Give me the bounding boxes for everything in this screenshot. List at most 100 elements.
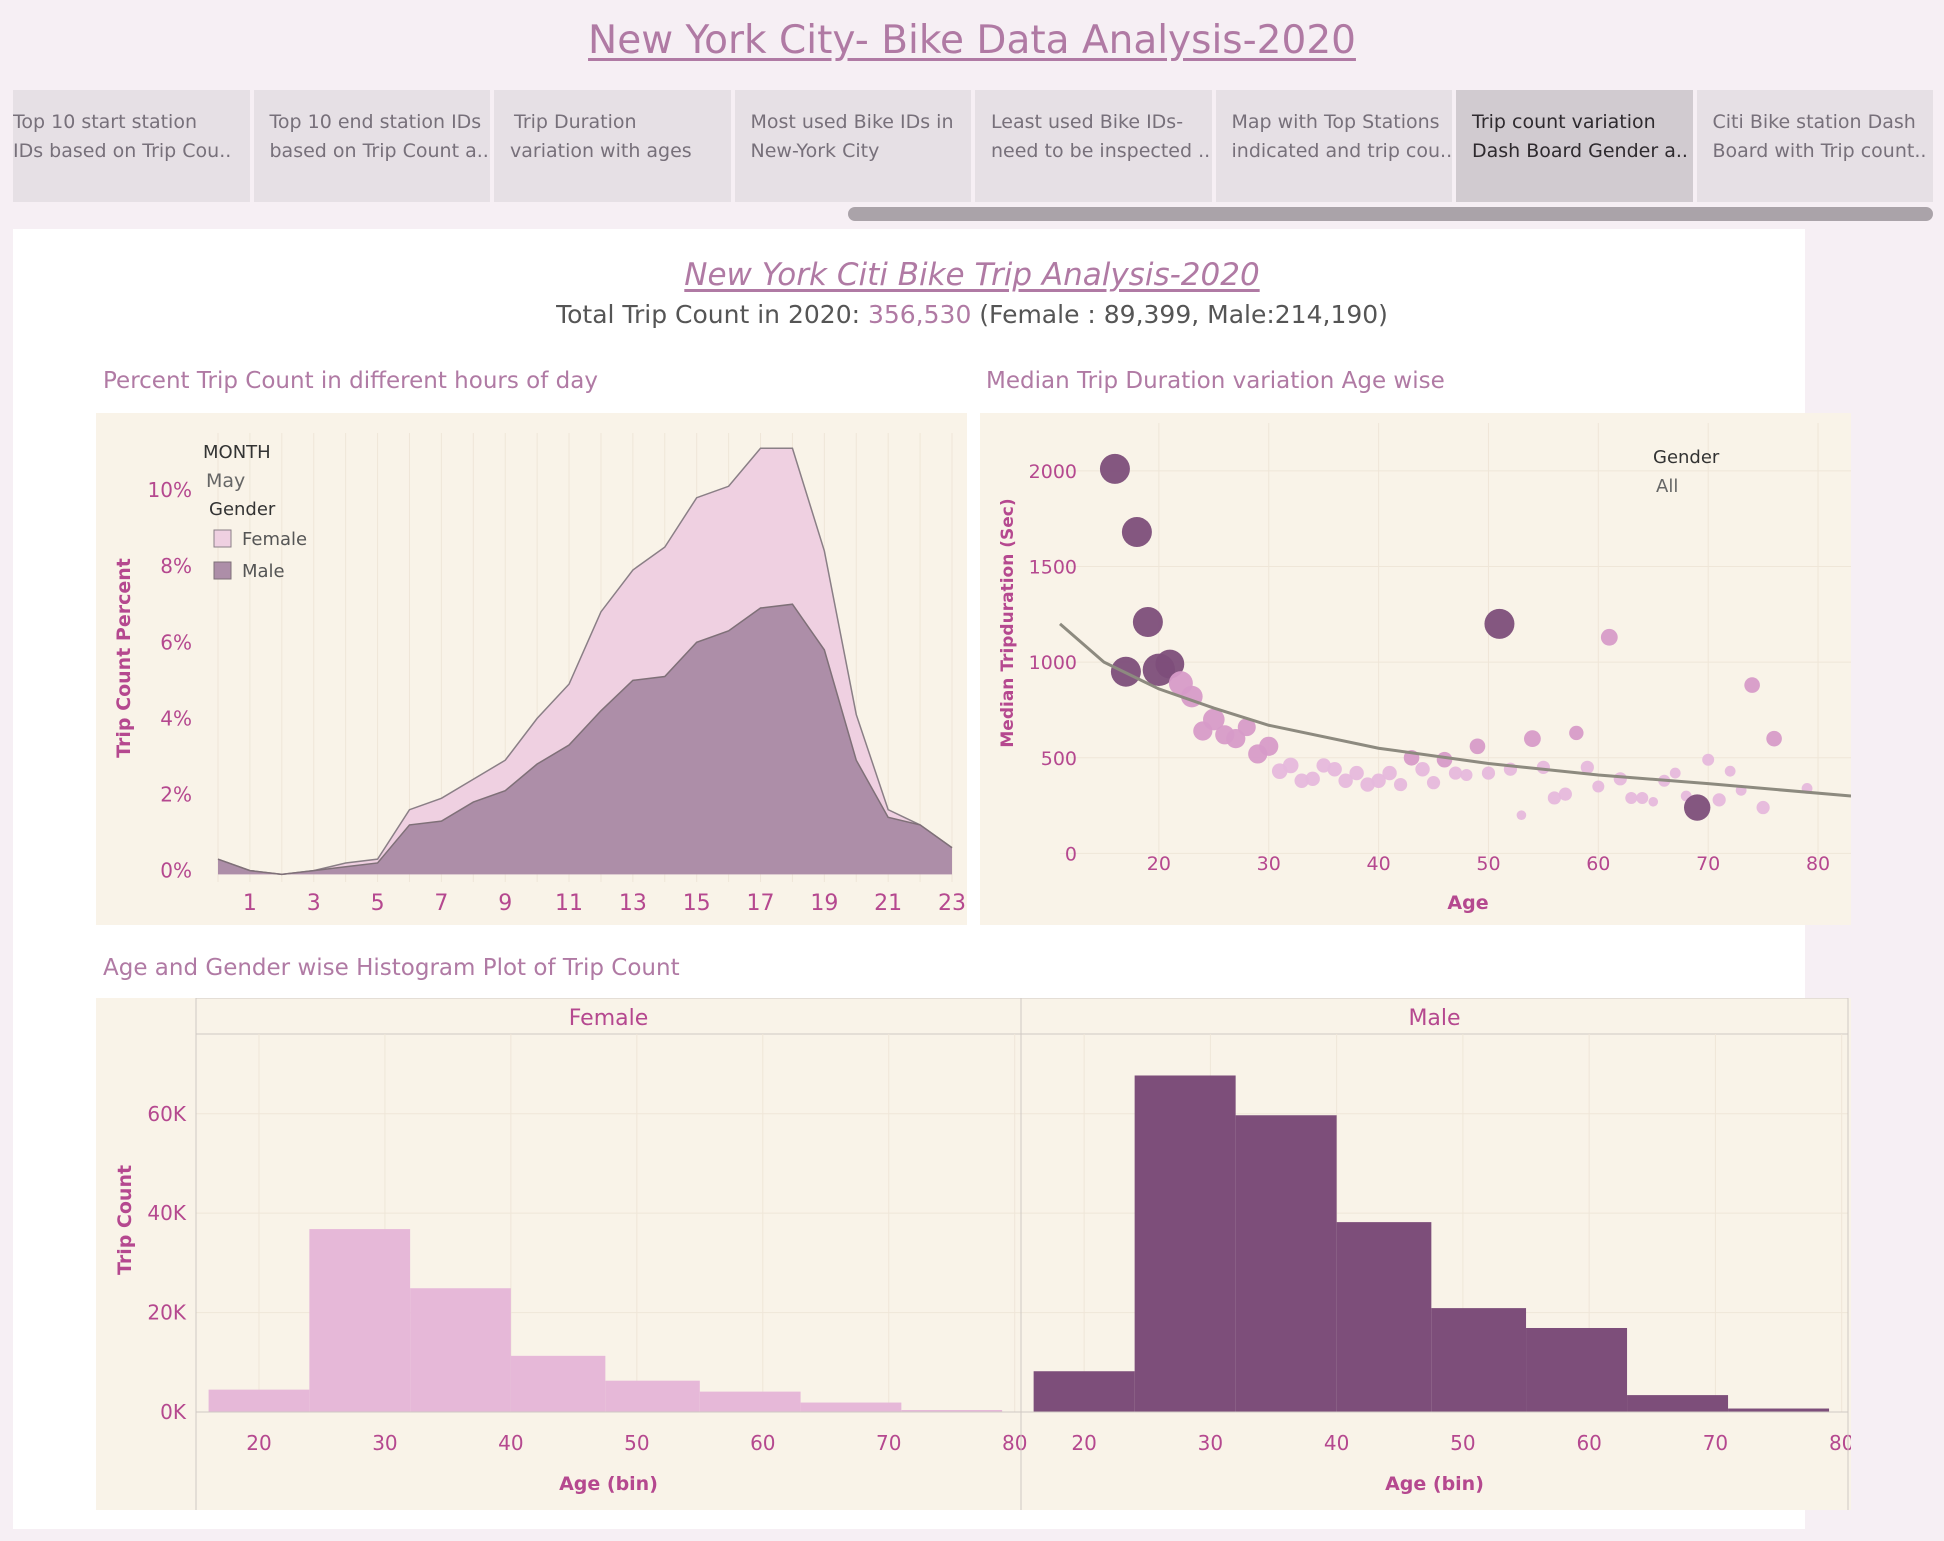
scatter-point <box>1294 773 1309 788</box>
histogram-bar <box>410 1288 511 1412</box>
x-tick-label: 19 <box>810 891 838 916</box>
y-tick-label: 2% <box>160 782 192 806</box>
y-tick-label: 500 <box>1041 748 1077 770</box>
scatter-point <box>1569 725 1584 741</box>
scatter-point <box>1393 777 1408 792</box>
tab-trip-duration-ages[interactable]: Trip Duration variation with ages <box>494 90 731 202</box>
histogram-bar <box>1235 1115 1337 1412</box>
scatter-point <box>1547 791 1561 805</box>
tab-top-start-stations[interactable]: Top 10 start station IDs based on Trip Co… <box>13 90 250 202</box>
total-trip-count: 356,530 <box>867 300 972 329</box>
scatter-point <box>1203 708 1225 731</box>
legend-value: All <box>1656 476 1678 497</box>
scatter-point <box>1132 606 1163 637</box>
scatter-point <box>1592 780 1605 793</box>
scatter-point <box>1155 649 1185 679</box>
x-tick-label: 30 <box>372 1431 397 1455</box>
x-tick-label: 30 <box>1257 853 1281 875</box>
scatter-point <box>1580 760 1594 774</box>
histogram-bar <box>1134 1075 1236 1412</box>
scatter-point <box>1636 791 1649 804</box>
scatter-point <box>1724 765 1736 777</box>
x-tick-label: 80 <box>1829 1431 1851 1455</box>
tab-most-used-bikes[interactable]: Most used Bike IDs in New-York City <box>734 90 971 202</box>
male-series-line <box>217 603 953 876</box>
x-tick-label: 70 <box>876 1431 901 1455</box>
y-tick-label: 2000 <box>1029 461 1077 483</box>
panel-header: Female <box>569 1006 649 1031</box>
age-duration-scatter: 0 500 1000 1500 2000 20 30 40 50 60 70 80 Age Median … <box>980 413 1852 925</box>
tab-trip-count-variation[interactable]: Trip count variation Dash Board Gender a.… <box>1456 90 1693 202</box>
y-axis-label: Trip Count <box>114 1165 136 1275</box>
scatter-point <box>1712 793 1726 807</box>
y-tick-label: 1000 <box>1029 652 1077 674</box>
y-tick-label: 4% <box>160 706 192 730</box>
histogram-bar <box>901 1410 1003 1412</box>
histogram-bar <box>800 1402 902 1412</box>
y-axis-label: Trip Count Percent <box>113 558 135 758</box>
scatter-point <box>1226 729 1246 749</box>
x-tick-label: 40 <box>1367 853 1391 875</box>
x-tick-label: 60 <box>1576 1431 1601 1455</box>
hourly-area-chart: 0% 2% 4% 6% 8% 10% Trip Count Percent 1 3 5 7 9 11 13… <box>96 413 967 925</box>
filter-label: MONTH <box>203 442 271 463</box>
age-gender-histogram: 0K 20K 40K 60K Trip Count Female 20 30 40 50 60 70 8… <box>96 997 1854 1510</box>
scatter-point <box>1558 787 1572 801</box>
scatter-point <box>1469 738 1486 755</box>
scatter-point <box>1237 718 1256 737</box>
male-area <box>218 604 952 875</box>
y-axis-label: Median Tripduration (Sec) <box>998 498 1018 747</box>
dashboard-tabs: Top 10 start station IDs based on Trip Co… <box>13 90 1933 202</box>
x-tick-label: 23 <box>938 891 966 916</box>
histogram-bar <box>1526 1327 1628 1412</box>
scatter-point <box>1371 773 1386 788</box>
x-tick-label: 50 <box>1476 853 1500 875</box>
x-tick-label: 70 <box>1703 1431 1728 1455</box>
histogram-bar <box>208 1389 310 1412</box>
y-tick-label: 20K <box>147 1301 186 1325</box>
scatter-point <box>1282 757 1299 774</box>
y-tick-label: 60K <box>147 1102 186 1126</box>
x-tick-label: 11 <box>555 891 583 916</box>
legend-title: Gender <box>1653 447 1720 468</box>
tab-map-top-stations[interactable]: Map with Top Stations indicated and trip … <box>1215 90 1452 202</box>
histogram-bar <box>309 1229 411 1412</box>
scatter-point <box>1766 730 1782 747</box>
histogram-bar <box>699 1391 801 1412</box>
x-axis-label: Age <box>1447 892 1488 914</box>
tab-least-used-bikes[interactable]: Least used Bike IDs-need to be inspected… <box>975 90 1212 202</box>
histogram-svg: 0K 20K 40K 60K Trip Count Female 20 30 40 50 60 70 8… <box>114 997 1854 1510</box>
scatter-point <box>1436 751 1453 768</box>
y-tick-label: 8% <box>160 554 192 578</box>
histogram-bar <box>1627 1395 1729 1412</box>
x-tick-label: 20 <box>1147 853 1171 875</box>
tab-top-end-stations[interactable]: Top 10 end station IDs based on Trip Coun… <box>253 90 490 202</box>
histogram-title: Age and Gender wise Histogram Plot of Tr… <box>103 955 680 981</box>
scatter-point <box>1648 796 1659 807</box>
y-tick-label: 10% <box>148 478 192 502</box>
tabs-scrollbar[interactable] <box>848 207 1933 221</box>
scatter-point <box>1338 773 1353 788</box>
y-tick-label: 1500 <box>1029 556 1077 578</box>
scatter-svg: 0 500 1000 1500 2000 20 30 40 50 60 70 80 Age Median … <box>998 423 1852 914</box>
panel-header: Male <box>1408 1006 1460 1031</box>
y-tick-label: 0% <box>160 859 192 883</box>
x-tick-label: 15 <box>683 891 711 916</box>
scatter-point <box>1625 791 1638 804</box>
scatter-point <box>1484 608 1515 639</box>
legend-swatch-male <box>213 561 232 580</box>
x-tick-label: 7 <box>434 891 448 916</box>
scatter-point <box>1744 677 1760 693</box>
x-tick-label: 50 <box>624 1431 649 1455</box>
x-tick-label: 5 <box>371 891 385 916</box>
x-tick-label: 30 <box>1198 1431 1223 1455</box>
x-tick-label: 17 <box>747 891 775 916</box>
dashboard-title: New York Citi Bike Trip Analysis-2020 <box>684 257 1260 293</box>
scatter-point <box>1600 628 1618 646</box>
scatter-chart-title: Median Trip Duration variation Age wise <box>986 368 1445 394</box>
scatter-point <box>1516 810 1527 820</box>
tab-station-dashboard[interactable]: Citi Bike station Dash Board with Trip co… <box>1696 90 1933 202</box>
page-title: New York City- Bike Data Analysis-2020 <box>588 18 1356 63</box>
trend-line <box>1059 622 1852 798</box>
